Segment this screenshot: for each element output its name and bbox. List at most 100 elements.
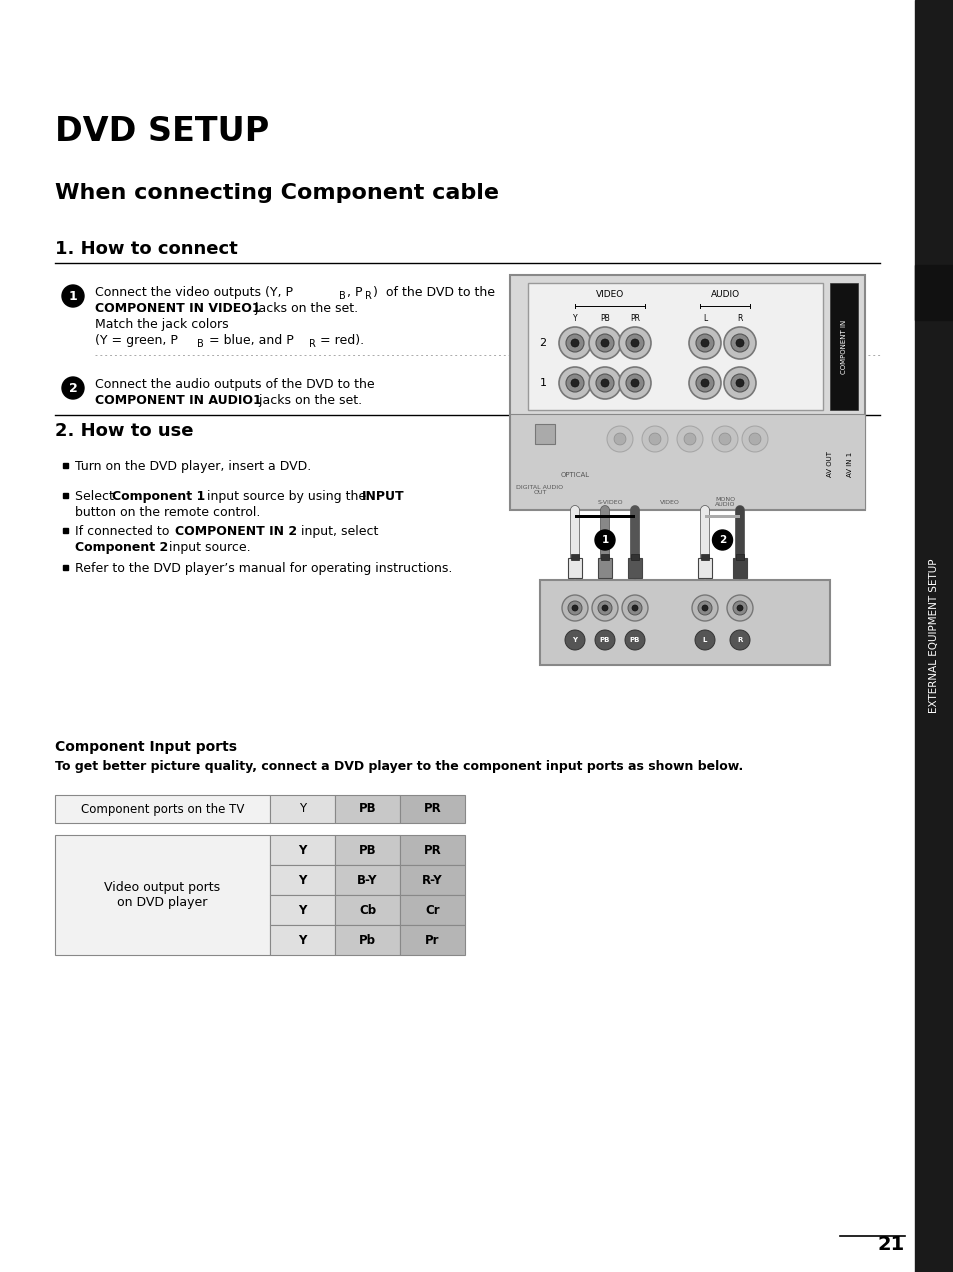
Circle shape <box>600 340 608 347</box>
Circle shape <box>723 327 755 359</box>
Text: INPUT: INPUT <box>361 490 404 502</box>
Text: COMPONENT IN AUDIO1: COMPONENT IN AUDIO1 <box>95 394 261 407</box>
Circle shape <box>62 377 84 399</box>
Text: 1. How to connect: 1. How to connect <box>55 240 237 258</box>
Text: 2. How to use: 2. How to use <box>55 422 193 440</box>
Circle shape <box>588 368 620 399</box>
Text: Y: Y <box>572 637 577 644</box>
Text: EXTERNAL EQUIPMENT SETUP: EXTERNAL EQUIPMENT SETUP <box>928 558 939 714</box>
Text: 1: 1 <box>69 290 77 303</box>
Bar <box>698 558 711 577</box>
Bar <box>598 558 612 577</box>
Bar <box>63 528 68 533</box>
Bar <box>399 895 464 925</box>
Text: L: L <box>702 314 706 323</box>
Text: R: R <box>737 637 741 644</box>
Text: PR: PR <box>423 843 441 856</box>
Text: jacks on the set.: jacks on the set. <box>254 394 362 407</box>
Text: input, select: input, select <box>296 525 378 538</box>
Text: S-VIDEO: S-VIDEO <box>597 500 622 505</box>
Bar <box>63 565 68 570</box>
Bar <box>535 424 555 444</box>
Text: 2: 2 <box>538 338 546 349</box>
Text: Pr: Pr <box>425 934 439 946</box>
Text: Pb: Pb <box>358 934 375 946</box>
Text: PR: PR <box>629 314 639 323</box>
Circle shape <box>648 432 660 445</box>
Bar <box>914 265 953 321</box>
Text: PB: PB <box>599 314 609 323</box>
Text: Y: Y <box>572 314 577 323</box>
Bar <box>510 275 864 510</box>
Circle shape <box>571 340 578 347</box>
Text: input source by using the: input source by using the <box>203 490 370 502</box>
Bar <box>630 555 639 560</box>
Text: DVD SETUP: DVD SETUP <box>55 114 269 148</box>
Circle shape <box>592 595 618 621</box>
Bar <box>55 834 270 955</box>
Bar <box>539 580 829 665</box>
Circle shape <box>741 426 767 452</box>
Circle shape <box>595 530 615 550</box>
Circle shape <box>596 374 614 392</box>
Text: Component 2: Component 2 <box>75 541 168 555</box>
Circle shape <box>625 335 643 352</box>
Text: DIGITAL AUDIO
OUT: DIGITAL AUDIO OUT <box>516 485 563 495</box>
Circle shape <box>695 630 714 650</box>
Circle shape <box>723 368 755 399</box>
Text: COMPONENT IN 2: COMPONENT IN 2 <box>174 525 296 538</box>
Text: Connect the video outputs (Y, P: Connect the video outputs (Y, P <box>95 286 293 299</box>
Circle shape <box>688 368 720 399</box>
Bar <box>270 925 335 955</box>
Text: 1: 1 <box>539 378 546 388</box>
Bar <box>399 834 464 865</box>
Text: Cr: Cr <box>425 903 439 917</box>
Text: 1: 1 <box>600 536 608 544</box>
Circle shape <box>600 379 608 387</box>
Text: Cb: Cb <box>358 903 375 917</box>
Text: PB: PB <box>629 637 639 644</box>
Text: button on the remote control.: button on the remote control. <box>75 506 260 519</box>
Circle shape <box>698 600 711 614</box>
Bar <box>55 795 270 823</box>
Bar <box>270 865 335 895</box>
Circle shape <box>561 595 587 621</box>
Bar <box>510 413 864 509</box>
Bar <box>270 834 335 865</box>
Text: PR: PR <box>423 803 441 815</box>
Bar <box>270 895 335 925</box>
Circle shape <box>624 630 644 650</box>
Text: Y: Y <box>298 803 306 815</box>
Bar <box>704 515 740 518</box>
Text: When connecting Component cable: When connecting Component cable <box>55 183 498 204</box>
Text: B: B <box>196 340 204 349</box>
Bar <box>575 515 635 518</box>
Circle shape <box>588 327 620 359</box>
Circle shape <box>621 595 647 621</box>
Text: OPTICAL: OPTICAL <box>559 472 589 478</box>
Text: COMPONENT IN VIDEO1: COMPONENT IN VIDEO1 <box>95 301 260 315</box>
Bar <box>335 865 399 895</box>
Circle shape <box>719 432 730 445</box>
Bar <box>567 558 581 577</box>
Text: Turn on the DVD player, insert a DVD.: Turn on the DVD player, insert a DVD. <box>75 460 311 473</box>
Circle shape <box>558 368 590 399</box>
Text: R-Y: R-Y <box>422 874 442 887</box>
Circle shape <box>683 432 696 445</box>
Bar <box>335 834 399 865</box>
Bar <box>732 558 746 577</box>
Circle shape <box>596 335 614 352</box>
Bar <box>335 895 399 925</box>
Text: VIDEO: VIDEO <box>596 290 623 299</box>
Bar <box>735 555 743 560</box>
Text: Component ports on the TV: Component ports on the TV <box>81 803 244 815</box>
Text: Y: Y <box>298 934 306 946</box>
Text: L: L <box>702 637 706 644</box>
Text: VIDEO: VIDEO <box>659 500 679 505</box>
Text: , P: , P <box>347 286 362 299</box>
Circle shape <box>748 432 760 445</box>
Circle shape <box>614 432 625 445</box>
Text: (Y = green, P: (Y = green, P <box>95 335 177 347</box>
Text: Video output ports
on DVD player: Video output ports on DVD player <box>104 881 220 909</box>
Circle shape <box>737 605 742 611</box>
